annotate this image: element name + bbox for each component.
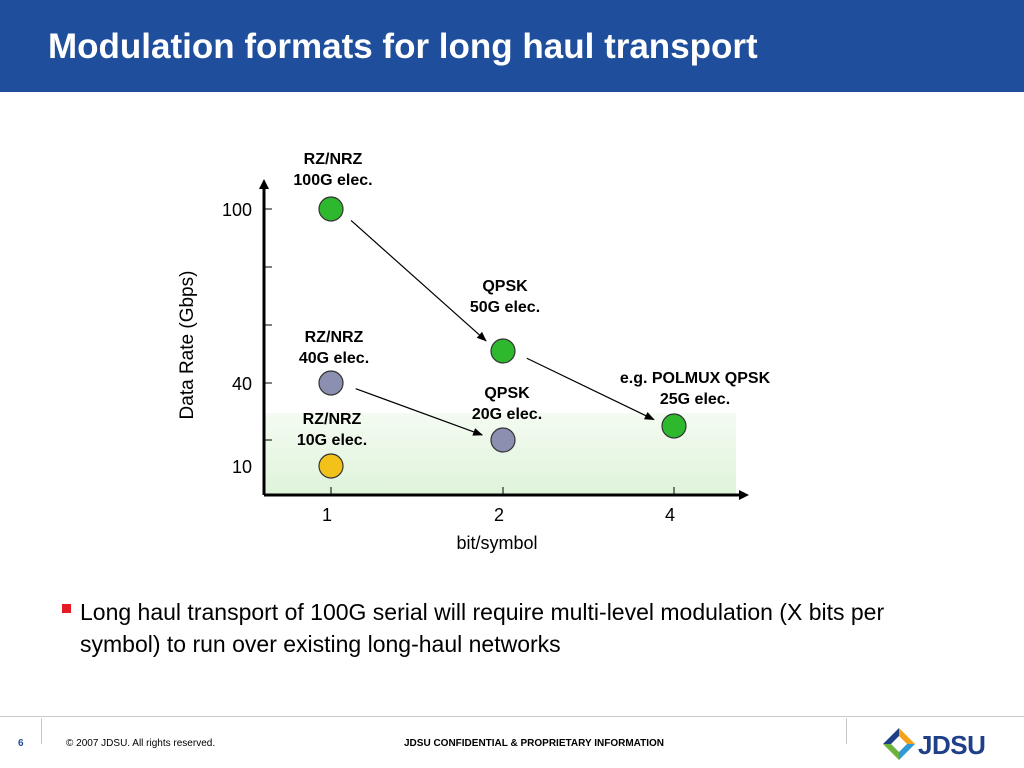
highlight-band xyxy=(264,413,736,495)
y-tick-label: 10 xyxy=(232,457,252,477)
point-label-name: QPSK xyxy=(484,385,530,402)
point-label-name: RZ/NRZ xyxy=(304,151,363,168)
footer-separator xyxy=(846,718,847,744)
scatter-chart: 10 40 100 1 2 4 bit/symbol Data Rate (Gbps) R… xyxy=(177,151,771,553)
page-number: 6 xyxy=(18,738,24,749)
footer-divider xyxy=(0,716,1024,717)
point-label-name: QPSK xyxy=(482,278,528,295)
x-tick-label: 4 xyxy=(665,505,675,525)
confidential-notice: JDSU CONFIDENTIAL & PROPRIETARY INFORMAT… xyxy=(404,738,665,749)
point-label-rate: 100G elec. xyxy=(293,172,372,189)
data-point xyxy=(661,413,687,439)
data-point xyxy=(318,370,344,396)
data-point xyxy=(490,427,516,453)
transition-arrow xyxy=(526,357,655,421)
point-label-name: RZ/NRZ xyxy=(305,329,364,346)
x-tick-label: 1 xyxy=(322,505,332,525)
footer-separator xyxy=(41,718,42,744)
x-axis-label: bit/symbol xyxy=(456,533,537,553)
y-axis-label: Data Rate (Gbps) xyxy=(177,271,198,420)
y-tick-label: 100 xyxy=(222,200,252,220)
point-label-name: RZ/NRZ xyxy=(303,411,362,428)
logo-text: JDSU xyxy=(918,730,986,760)
slide-title: Modulation formats for long haul transpo… xyxy=(48,27,758,66)
bullet-text: Long haul transport of 100G serial will … xyxy=(80,599,885,657)
y-tick-label: 40 xyxy=(232,374,252,394)
data-point xyxy=(490,338,516,364)
point-label-rate: 25G elec. xyxy=(660,391,730,408)
title-bar: Modulation formats for long haul transpo… xyxy=(0,0,1024,92)
data-point xyxy=(318,453,344,479)
point-label-rate: 20G elec. xyxy=(472,406,542,423)
transition-arrow xyxy=(350,220,487,342)
jdsu-logo: JDSU xyxy=(882,727,992,761)
point-label-rate: 50G elec. xyxy=(470,299,540,316)
data-point xyxy=(318,196,344,222)
point-label-rate: 40G elec. xyxy=(299,350,369,367)
copyright-notice: © 2007 JDSU. All rights reserved. xyxy=(66,738,216,749)
bullet-marker-icon xyxy=(62,604,71,613)
jdsu-logo-icon xyxy=(883,728,915,760)
transition-arrow xyxy=(355,388,484,436)
x-tick-label: 2 xyxy=(494,505,504,525)
point-label-name: e.g. POLMUX QPSK xyxy=(620,370,771,387)
point-label-rate: 10G elec. xyxy=(297,432,367,449)
